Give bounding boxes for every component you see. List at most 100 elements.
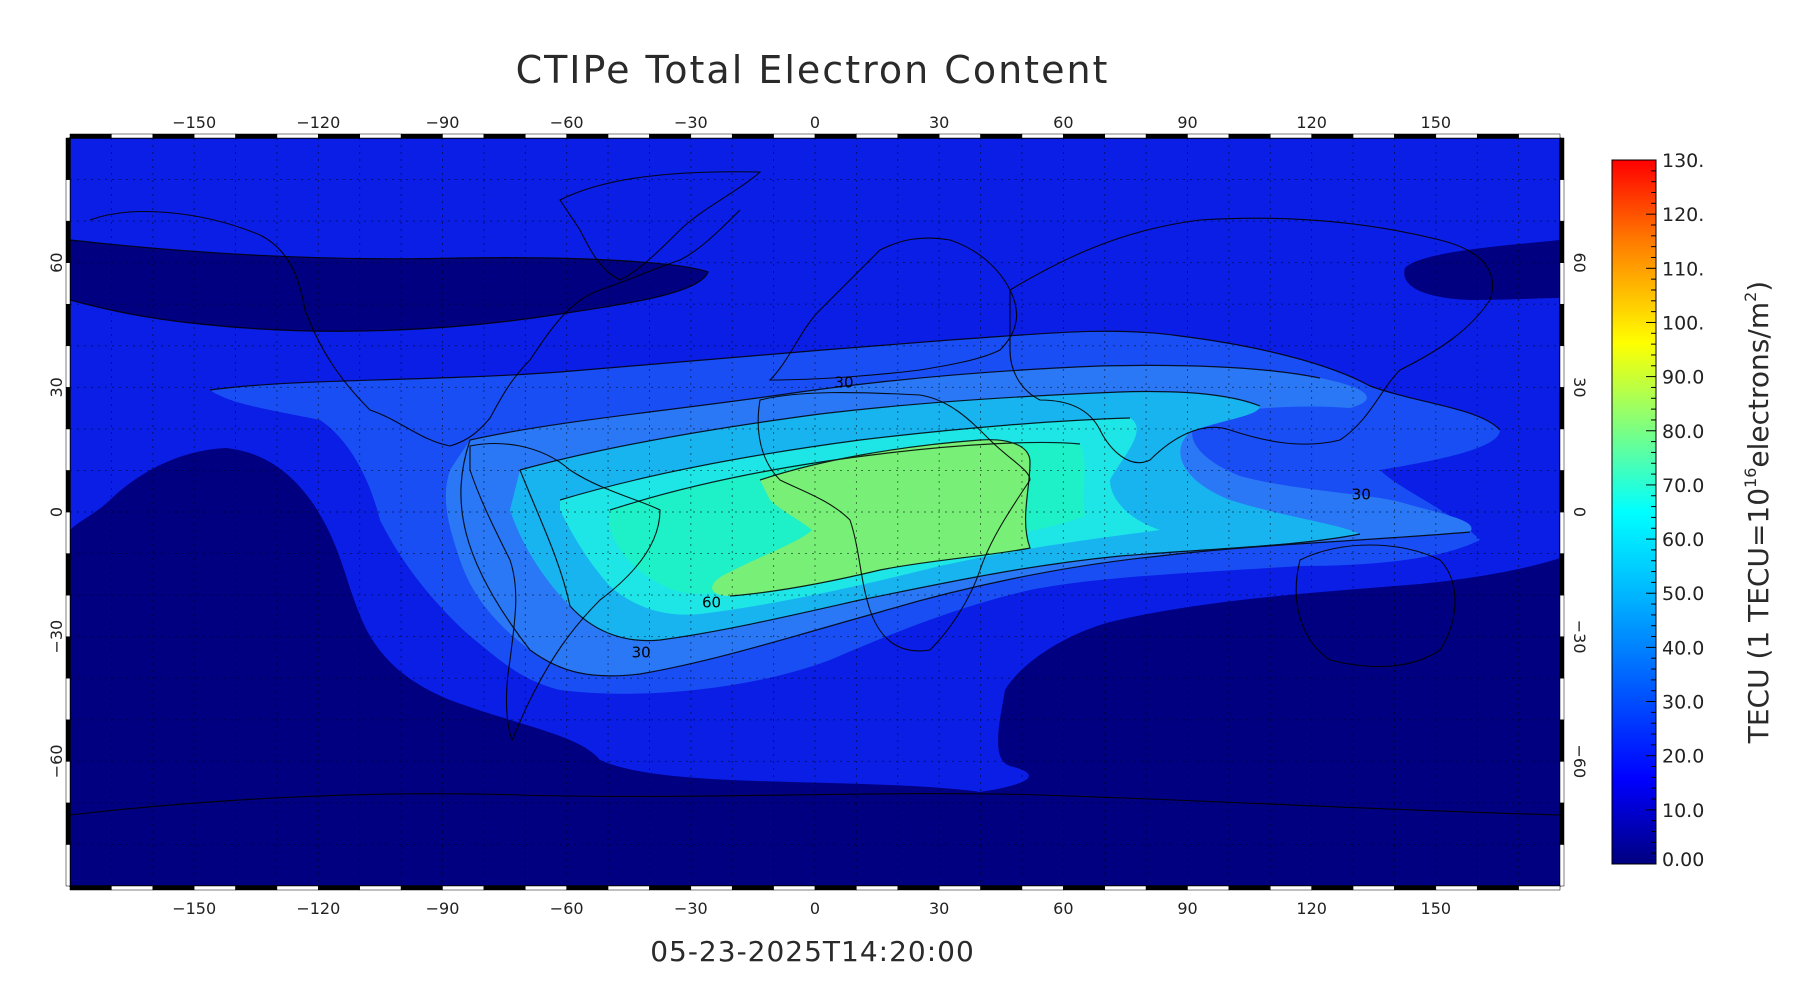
- frame-tick-top: [690, 133, 733, 139]
- frame-tick-top: [1518, 133, 1561, 139]
- frame-tick-top: [938, 133, 981, 139]
- lon-tick-label-top: −60: [550, 113, 584, 132]
- frame-tick-bottom: [318, 885, 360, 891]
- colorbar-title: TECU (1 TECU=1016electrons/m2): [1741, 281, 1775, 744]
- lat-tick-label-right: −60: [1570, 744, 1589, 778]
- frame-tick-right: [1559, 719, 1565, 762]
- lon-tick-label-bottom: 0: [810, 899, 820, 918]
- lon-tick-label-top: 120: [1296, 113, 1327, 132]
- lon-tick-label-bottom: 90: [1177, 899, 1197, 918]
- frame-tick-top: [566, 133, 609, 139]
- frame-tick-top: [525, 133, 567, 139]
- colorbar-ticks: [1646, 159, 1656, 865]
- frame-tick-top: [731, 133, 774, 139]
- frame-tick-bottom: [897, 885, 940, 891]
- colorbar-label: 40.0: [1662, 637, 1704, 659]
- frame-tick-bottom: [1021, 885, 1064, 891]
- lon-tick-label-bottom: −90: [426, 899, 460, 918]
- frame-tick-right: [1559, 179, 1565, 222]
- lat-tick-label-right: 0: [1570, 507, 1589, 517]
- frame-tick-bottom: [276, 885, 319, 891]
- frame-tick-bottom: [69, 885, 112, 891]
- frame-tick-bottom: [980, 885, 1023, 891]
- frame-tick-top: [649, 133, 692, 139]
- frame-tick-bottom: [483, 885, 526, 891]
- frame-tick-top: [400, 133, 443, 139]
- frame-tick-bottom: [1145, 885, 1188, 891]
- lat-tick-label-left: 0: [47, 507, 66, 517]
- frame-ticks: [65, 133, 1565, 891]
- lon-labels-bottom: −150 −120 −90 −60 −30 0 30 60 90 120 150: [172, 899, 1451, 918]
- frame-tick-bottom: [1104, 885, 1147, 891]
- colorbar-label: 20.0: [1662, 746, 1704, 768]
- contour-label: 30: [834, 373, 853, 391]
- lon-tick-label-bottom: −150: [172, 899, 216, 918]
- frame-tick-top: [1394, 133, 1437, 139]
- frame-tick-bottom: [814, 885, 857, 891]
- frame-tick-left: [65, 677, 71, 721]
- lon-tick-label-bottom: 150: [1421, 899, 1452, 918]
- frame-tick-left: [65, 594, 71, 637]
- frame-tick-top: [1021, 133, 1064, 139]
- frame-tick-top: [1228, 133, 1271, 139]
- frame-tick-bottom: [607, 885, 650, 891]
- colorbar-label: 0.00: [1662, 849, 1704, 871]
- lon-tick-label-bottom: 30: [929, 899, 949, 918]
- frame-tick-bottom: [1435, 885, 1478, 891]
- lon-tick-label-top: −30: [674, 113, 708, 132]
- frame-tick-top: [607, 133, 650, 139]
- lon-tick-label-top: −150: [172, 113, 216, 132]
- frame-tick-top: [318, 133, 360, 139]
- graticule: [70, 138, 1560, 886]
- frame-tick-left: [65, 761, 71, 804]
- frame-tick-right: [1559, 428, 1565, 471]
- frame-tick-top: [1352, 133, 1395, 139]
- frame-tick-top: [856, 133, 899, 139]
- contour-label: 30: [1352, 486, 1371, 504]
- frame-tick-right: [1559, 761, 1565, 804]
- frame-tick-bottom: [1352, 885, 1395, 891]
- frame-tick-bottom: [1394, 885, 1437, 891]
- colorbar-label: 50.0: [1662, 583, 1704, 605]
- lon-tick-label-top: 0: [810, 113, 820, 132]
- frame-tick-bottom: [1228, 885, 1271, 891]
- frame-tick-top: [235, 133, 278, 139]
- plot-title: CTIPe Total Electron Content: [515, 48, 1110, 92]
- frame-tick-bottom: [1187, 885, 1230, 891]
- colorbar-labels: 130. 120. 110. 100. 90.0 80.0 70.0 60.0 50.0 40.0…: [1662, 150, 1704, 871]
- frame-tick-left: [65, 802, 71, 845]
- frame-tick-bottom: [731, 885, 774, 891]
- colorbar-label: 70.0: [1662, 475, 1704, 497]
- frame-tick-bottom: [152, 885, 195, 891]
- contour-label: 30: [632, 643, 651, 661]
- frame-tick-top: [1104, 133, 1147, 139]
- frame-tick-bottom: [773, 885, 816, 891]
- lat-tick-label-left: 30: [47, 377, 66, 397]
- frame-tick-right: [1559, 220, 1565, 263]
- frame-tick-top: [1476, 133, 1519, 139]
- frame-tick-top: [1435, 133, 1478, 139]
- lat-tick-label-left: −30: [47, 620, 66, 654]
- frame-tick-top: [897, 133, 940, 139]
- frame-tick-top: [152, 133, 195, 139]
- frame-tick-bottom: [938, 885, 981, 891]
- frame-tick-bottom: [525, 885, 567, 891]
- frame-tick-top: [483, 133, 526, 139]
- colorbar-label: 100.: [1662, 312, 1704, 334]
- contour-label: 60: [702, 594, 721, 612]
- colorbar: [1611, 159, 1657, 865]
- frame-tick-bottom: [1063, 885, 1105, 891]
- frame-tick-left: [65, 844, 71, 887]
- frame-tick-bottom: [566, 885, 609, 891]
- colorbar-label: 60.0: [1662, 529, 1704, 551]
- frame-tick-right: [1559, 677, 1565, 721]
- tec-contour-field: 30 60 30 30: [70, 138, 1560, 886]
- colorbar-label: 120.: [1662, 204, 1704, 226]
- lon-tick-label-bottom: −30: [674, 899, 708, 918]
- contour-lines: [70, 239, 1501, 677]
- lon-tick-label-top: −90: [426, 113, 460, 132]
- frame-tick-left: [65, 636, 71, 679]
- frame-tick-top: [980, 133, 1023, 139]
- frame-tick-left: [65, 303, 71, 347]
- lon-tick-label-top: 60: [1053, 113, 1073, 132]
